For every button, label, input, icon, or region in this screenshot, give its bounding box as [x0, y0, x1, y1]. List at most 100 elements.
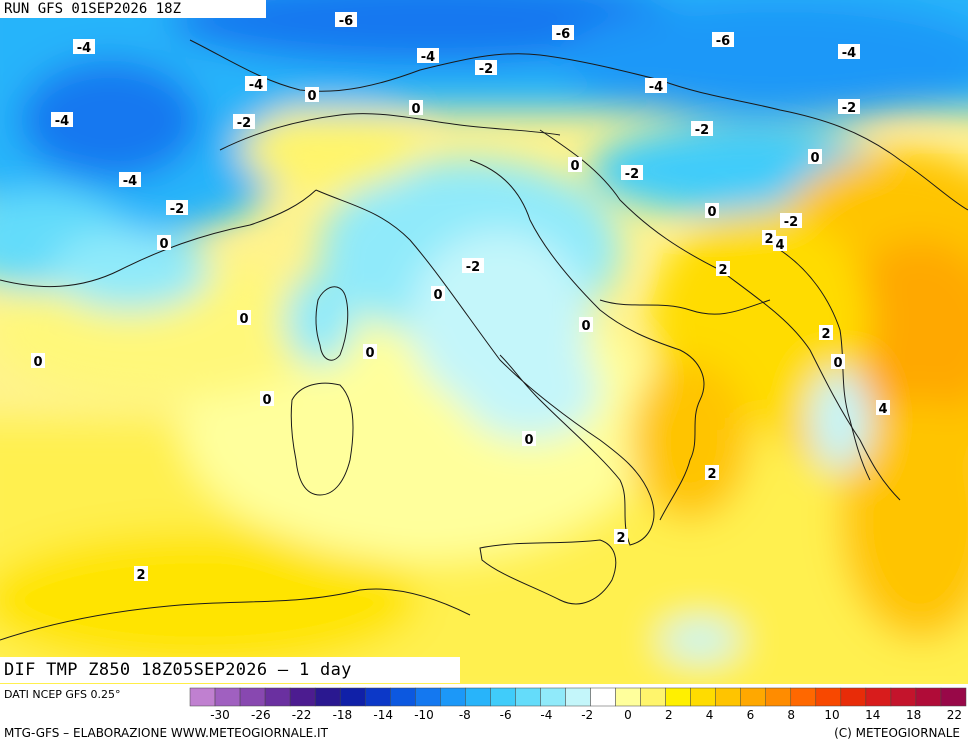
contour-label-text: 2 — [764, 232, 773, 247]
contour-label-text: 0 — [307, 89, 316, 104]
colorbar-swatch — [214, 687, 241, 707]
contour-label-bg — [73, 39, 95, 54]
contour-labels: -6 -6 -6 -4 -4 -4 -2 -4 0 -4 -2 0 -4 -2 -2 0 0 -2 -4 -2 0 -2 0… — [31, 12, 890, 583]
contour-label-bg — [51, 112, 73, 127]
contour-label: 0 — [522, 431, 536, 448]
contour-label-bg — [237, 310, 251, 325]
contour-label-text: -4 — [249, 78, 263, 93]
contour-label-text: -2 — [170, 202, 184, 217]
colorbar-swatch — [715, 687, 741, 707]
contour-label: -4 — [417, 48, 439, 65]
contour-label: 0 — [579, 317, 593, 334]
colorbar-swatch — [640, 687, 666, 707]
colorbar-swatch — [690, 687, 716, 707]
contour-label-bg — [462, 258, 484, 273]
contour-label-text: -6 — [556, 27, 570, 42]
contour-label-bg — [705, 203, 719, 218]
contour-label: 4 — [876, 400, 890, 417]
contour-label-text: -2 — [784, 215, 798, 230]
colorbar-swatch — [515, 687, 541, 707]
contour-label: -2 — [691, 121, 713, 138]
colorbar-swatch — [440, 687, 466, 707]
footer-credit: MTG-GFS – ELABORAZIONE WWW.METEOGIORNALE… — [4, 726, 328, 740]
contour-label: -6 — [335, 12, 357, 29]
contour-label: 0 — [831, 354, 845, 371]
contour-label-text: -4 — [55, 114, 69, 129]
contour-label-bg — [134, 566, 148, 581]
contour-label-bg — [31, 353, 45, 368]
contour-label: 0 — [157, 235, 171, 252]
colorbar-swatch — [540, 687, 566, 707]
contour-label: -2 — [233, 114, 255, 131]
contour-label-bg — [245, 76, 267, 91]
contour-label-text: 2 — [616, 531, 625, 546]
contour-label: -4 — [645, 78, 667, 95]
contour-label-text: -4 — [842, 46, 856, 61]
contour-label-text: -4 — [77, 41, 91, 56]
colorbar-tick: -10 — [414, 708, 434, 722]
contour-label-bg — [838, 99, 860, 114]
contour-label-bg — [705, 465, 719, 480]
colorbar-swatch — [314, 687, 341, 707]
contour-label-bg — [716, 261, 730, 276]
contour-label-text: -2 — [237, 116, 251, 131]
contour-label: -6 — [712, 32, 734, 49]
contour-label-bg — [780, 213, 802, 228]
colorbar-tick: -14 — [373, 708, 393, 722]
contour-label-bg — [157, 235, 171, 250]
contour-label-bg — [838, 44, 860, 59]
colorbar-swatch — [740, 687, 766, 707]
contour-label: 0 — [260, 391, 274, 408]
contour-label-text: 0 — [159, 237, 168, 252]
map-title: DIF TMP Z850 18Z05SEP2026 – 1 day — [0, 657, 460, 683]
contour-label-bg — [773, 236, 787, 251]
contour-label: -2 — [462, 258, 484, 275]
colorbar-tick: -22 — [291, 708, 312, 722]
contour-label-bg — [305, 87, 319, 102]
contour-label: -2 — [621, 165, 643, 182]
contour-label-bg — [409, 100, 423, 115]
contour-label-text: -4 — [421, 50, 435, 65]
contour-label: 2 — [762, 230, 776, 247]
contour-label-text: 2 — [136, 568, 145, 583]
contour-label-bg — [876, 400, 890, 415]
colorbar-swatch — [565, 687, 591, 707]
contour-label: -2 — [838, 99, 860, 116]
contour-label-text: -6 — [339, 14, 353, 29]
contour-label-text: -4 — [123, 174, 137, 189]
colorbar-swatch — [790, 687, 817, 707]
contour-label-text: 2 — [707, 467, 716, 482]
data-source-label: DATI NCEP GFS 0.25° — [4, 688, 121, 701]
contour-label: 0 — [808, 149, 822, 166]
contour-label-bg — [166, 200, 188, 215]
colorbar-swatch — [390, 687, 416, 707]
colorbar-swatch — [915, 687, 942, 707]
colorbar-tick: -30 — [210, 708, 230, 722]
contour-label-bg — [808, 149, 822, 164]
colorbar-tick: -2 — [581, 708, 594, 722]
colorbar-tick: 8 — [787, 708, 796, 722]
colorbar-tick: -18 — [332, 708, 353, 722]
contour-label-bg — [233, 114, 255, 129]
contour-label: -2 — [166, 200, 188, 217]
contour-label: -4 — [245, 76, 267, 93]
contour-label-text: 0 — [33, 355, 42, 370]
contour-label: 0 — [409, 100, 423, 117]
contour-label: 0 — [568, 157, 582, 174]
contour-label-text: -2 — [625, 167, 639, 182]
colorbar-tick: 14 — [865, 708, 881, 722]
contour-label: -6 — [552, 25, 574, 42]
colorbar-tick: 0 — [624, 708, 632, 722]
contour-label-text: 2 — [718, 263, 727, 278]
contour-label: 2 — [614, 529, 628, 546]
contour-label: 2 — [134, 566, 148, 583]
contour-label-text: -2 — [842, 101, 856, 116]
contour-label: -4 — [73, 39, 95, 56]
colorbar-tick: 18 — [905, 708, 922, 722]
colorbar-swatch — [840, 687, 867, 707]
contour-label: 0 — [31, 353, 45, 370]
contour-label: 4 — [773, 236, 787, 253]
contour-label: -4 — [838, 44, 860, 61]
contour-label-text: -2 — [479, 62, 493, 77]
